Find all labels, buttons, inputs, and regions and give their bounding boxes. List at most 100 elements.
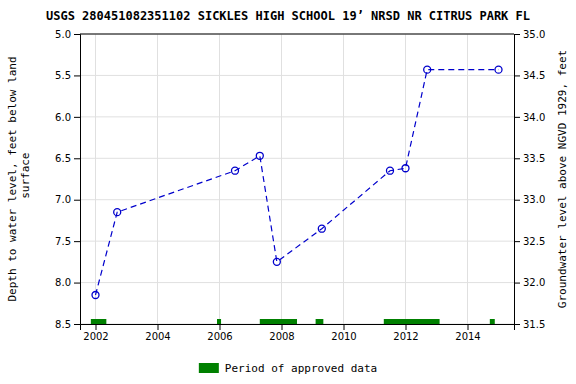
grid-line-x — [95, 34, 96, 324]
tick-mark — [74, 241, 80, 242]
tick-mark — [514, 75, 520, 76]
approved-period — [316, 319, 324, 324]
tick-label: 2004 — [145, 331, 170, 342]
grid-line-y — [80, 282, 514, 283]
tick: 2008 — [269, 324, 294, 342]
tick-mark — [158, 324, 159, 330]
tick-mark — [514, 324, 520, 325]
tick: 2006 — [207, 324, 232, 342]
plot-area: 2002 2004 2006 2008 2010 2012 2014 5.0 5.5 6.0 6.5… — [55, 29, 545, 342]
tick: 35.0 — [514, 29, 545, 40]
approved-period — [217, 319, 221, 324]
tick: 5.0 — [55, 29, 80, 40]
data-point — [424, 66, 431, 73]
tick-mark — [344, 324, 345, 330]
tick-label: 6.0 — [55, 112, 71, 123]
chart: 2002 2004 2006 2008 2010 2012 2014 5.0 5.5 6.0 6.5… — [0, 0, 576, 384]
tick-label: 5.5 — [55, 70, 71, 81]
tick: 8.5 — [55, 319, 80, 330]
tick-label: 7.5 — [55, 236, 71, 247]
tick: 7.0 — [55, 194, 80, 205]
tick: 34.0 — [514, 112, 545, 123]
grid-line-y — [80, 116, 514, 117]
tick-mark — [514, 117, 520, 118]
approved-period — [490, 319, 495, 324]
axis-line — [74, 35, 81, 325]
data-point — [114, 209, 121, 216]
tick: 32.5 — [514, 236, 545, 247]
grid-line-x — [157, 34, 158, 324]
tick-mark — [96, 324, 97, 330]
tick-label: 2014 — [455, 331, 480, 342]
tick: 2004 — [145, 324, 170, 342]
tick: 2010 — [331, 324, 356, 342]
tick-label: 6.5 — [55, 153, 71, 164]
tick-label: 5.0 — [55, 29, 71, 40]
grid-line-y — [80, 75, 514, 76]
data-point — [232, 167, 239, 174]
tick: 32.0 — [514, 277, 545, 288]
tick-mark — [282, 324, 283, 330]
tick: 5.5 — [55, 70, 80, 81]
tick-label: 32.0 — [523, 277, 545, 288]
tick-mark — [74, 158, 80, 159]
axis-line — [81, 325, 515, 331]
tick-label: 2010 — [331, 331, 356, 342]
y-axis-label: Depth to water level, feet below land su… — [6, 56, 32, 301]
data-point — [318, 225, 325, 232]
tick-mark — [514, 241, 520, 242]
tick-mark — [74, 200, 80, 201]
tick-mark — [220, 324, 221, 330]
tick: 6.5 — [55, 153, 80, 164]
tick-label: 8.5 — [55, 319, 71, 330]
marks — [91, 66, 502, 324]
tick: 6.0 — [55, 112, 80, 123]
tick-label: 32.5 — [523, 236, 545, 247]
tick-mark — [514, 200, 520, 201]
tick-label: 2012 — [393, 331, 418, 342]
grid-line-x — [343, 34, 344, 324]
tick-label: 33.0 — [523, 194, 545, 205]
tick-mark — [74, 324, 80, 325]
legend: Period of approved data — [199, 362, 377, 375]
data-line — [96, 70, 499, 295]
grid-line-x — [219, 34, 220, 324]
legend-swatch — [199, 363, 219, 373]
grid-line-y — [80, 34, 514, 35]
tick-mark — [468, 324, 469, 330]
grid-line-y — [80, 158, 514, 159]
tick-label: 2008 — [269, 331, 294, 342]
tick-label: 35.0 — [523, 29, 545, 40]
axis-line — [515, 35, 521, 325]
tick-label: 2002 — [83, 331, 108, 342]
tick-mark — [406, 324, 407, 330]
tick-mark — [74, 75, 80, 76]
approved-period — [384, 319, 440, 324]
data-point — [273, 258, 280, 265]
y2-axis-label: Groundwater level above NGVD 1929, feet — [556, 50, 569, 308]
grid-line-x — [281, 34, 282, 324]
tick: 34.5 — [514, 70, 545, 81]
tick: 2012 — [393, 324, 418, 342]
grid-line-y — [80, 241, 514, 242]
tick-mark — [514, 158, 520, 159]
tick: 8.0 — [55, 277, 80, 288]
approved-period — [91, 319, 107, 324]
tick: 33.5 — [514, 153, 545, 164]
frame-top — [80, 34, 514, 35]
grid-line-x — [467, 34, 468, 324]
grid-line-y — [80, 199, 514, 200]
tick: 2002 — [83, 324, 108, 342]
tick: 31.5 — [514, 319, 545, 330]
title: USGS 280451082351102 SICKLES HIGH SCHOOL… — [46, 9, 530, 23]
x-axis: 2002 2004 2006 2008 2010 2012 2014 — [81, 324, 515, 342]
grid — [80, 34, 514, 324]
tick-label: 8.0 — [55, 277, 71, 288]
tick-label: 31.5 — [523, 319, 545, 330]
data-point — [256, 152, 263, 159]
tick: 7.5 — [55, 236, 80, 247]
tick-mark — [514, 34, 520, 35]
legend-label: Period of approved data — [225, 362, 377, 375]
tick-mark — [514, 283, 520, 284]
y-axis: 5.0 5.5 6.0 6.5 7.0 7.5 8.0 8.5 — [55, 29, 80, 330]
